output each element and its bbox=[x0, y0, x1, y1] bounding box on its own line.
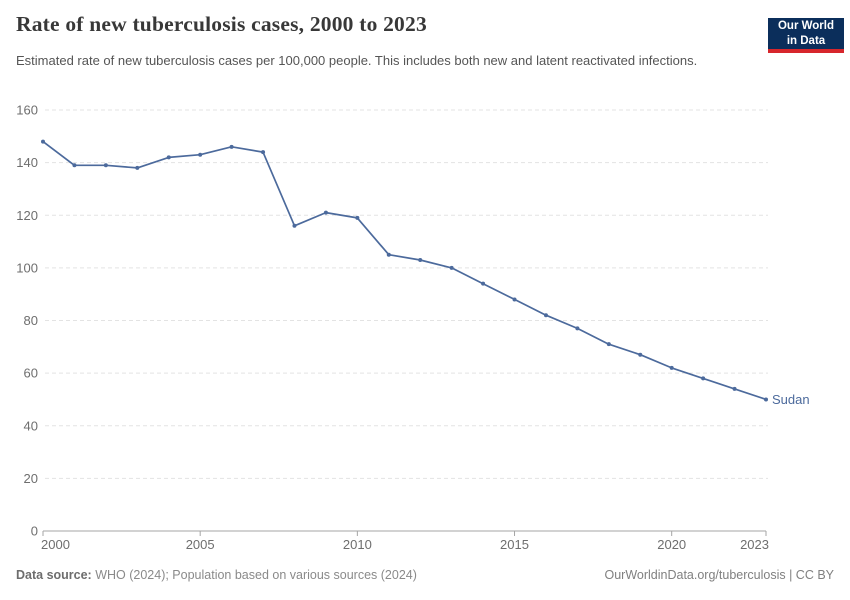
y-tick-label-0: 0 bbox=[31, 524, 38, 539]
data-point-sudan-2012[interactable] bbox=[418, 257, 423, 262]
page-title: Rate of new tuberculosis cases, 2000 to … bbox=[16, 12, 427, 36]
chart-subtitle: Estimated rate of new tuberculosis cases… bbox=[16, 53, 698, 68]
y-tick-label-40: 40 bbox=[24, 418, 38, 433]
owid-logo[interactable]: Our World in Data bbox=[768, 18, 844, 53]
data-point-sudan-2022[interactable] bbox=[732, 386, 737, 391]
data-point-sudan-2007[interactable] bbox=[261, 150, 266, 155]
data-source-text: WHO (2024); Population based on various … bbox=[91, 568, 417, 582]
data-point-sudan-2018[interactable] bbox=[606, 342, 611, 347]
y-tick-label-140: 140 bbox=[16, 155, 38, 170]
y-tick-label-20: 20 bbox=[24, 471, 38, 486]
x-tick-label-2023: 2023 bbox=[740, 537, 769, 552]
data-point-sudan-2015[interactable] bbox=[512, 297, 517, 302]
series-end-label-sudan[interactable]: Sudan bbox=[772, 392, 810, 407]
data-point-sudan-2017[interactable] bbox=[575, 326, 580, 331]
data-point-sudan-2001[interactable] bbox=[72, 163, 77, 168]
x-tick-label-2020: 2020 bbox=[657, 537, 686, 552]
data-point-sudan-2008[interactable] bbox=[292, 223, 297, 228]
data-point-sudan-2013[interactable] bbox=[449, 265, 454, 270]
data-source-label: Data source: bbox=[16, 568, 92, 582]
y-tick-label-80: 80 bbox=[24, 313, 38, 328]
owid-logo-line1: Our World bbox=[777, 19, 834, 32]
data-point-sudan-2003[interactable] bbox=[135, 165, 140, 170]
data-source: Data source: WHO (2024); Population base… bbox=[16, 568, 417, 582]
y-tick-label-60: 60 bbox=[24, 366, 38, 381]
data-point-sudan-2006[interactable] bbox=[229, 144, 234, 149]
x-tick-label-2010: 2010 bbox=[343, 537, 372, 552]
data-point-sudan-2009[interactable] bbox=[323, 210, 328, 215]
data-point-sudan-2002[interactable] bbox=[103, 163, 108, 168]
data-point-sudan-2011[interactable] bbox=[386, 252, 391, 257]
series-line-sudan[interactable] bbox=[42, 140, 767, 401]
y-tick-label-120: 120 bbox=[16, 208, 38, 223]
data-point-sudan-2023[interactable] bbox=[764, 397, 768, 402]
data-point-sudan-2014[interactable] bbox=[481, 281, 486, 286]
data-point-sudan-2010[interactable] bbox=[355, 215, 360, 220]
data-point-sudan-2004[interactable] bbox=[166, 155, 171, 160]
x-tick-label-2015: 2015 bbox=[500, 537, 529, 552]
data-point-sudan-2021[interactable] bbox=[701, 376, 706, 381]
y-tick-label-160: 160 bbox=[16, 103, 38, 118]
y-tick-label-100: 100 bbox=[16, 260, 38, 275]
x-tick-label-2005: 2005 bbox=[186, 537, 215, 552]
data-point-sudan-2016[interactable] bbox=[543, 313, 548, 318]
data-point-sudan-2019[interactable] bbox=[638, 352, 643, 357]
data-point-sudan-2020[interactable] bbox=[669, 365, 674, 370]
owid-logo-line2: in Data bbox=[786, 34, 826, 47]
x-tick-label-2000: 2000 bbox=[41, 537, 70, 552]
data-point-sudan-2000[interactable] bbox=[41, 139, 45, 144]
footer-link[interactable]: OurWorldinData.org/tuberculosis | CC BY bbox=[604, 568, 835, 582]
data-point-sudan-2005[interactable] bbox=[198, 152, 203, 157]
chart-footer: Data source: WHO (2024); Population base… bbox=[16, 568, 834, 582]
